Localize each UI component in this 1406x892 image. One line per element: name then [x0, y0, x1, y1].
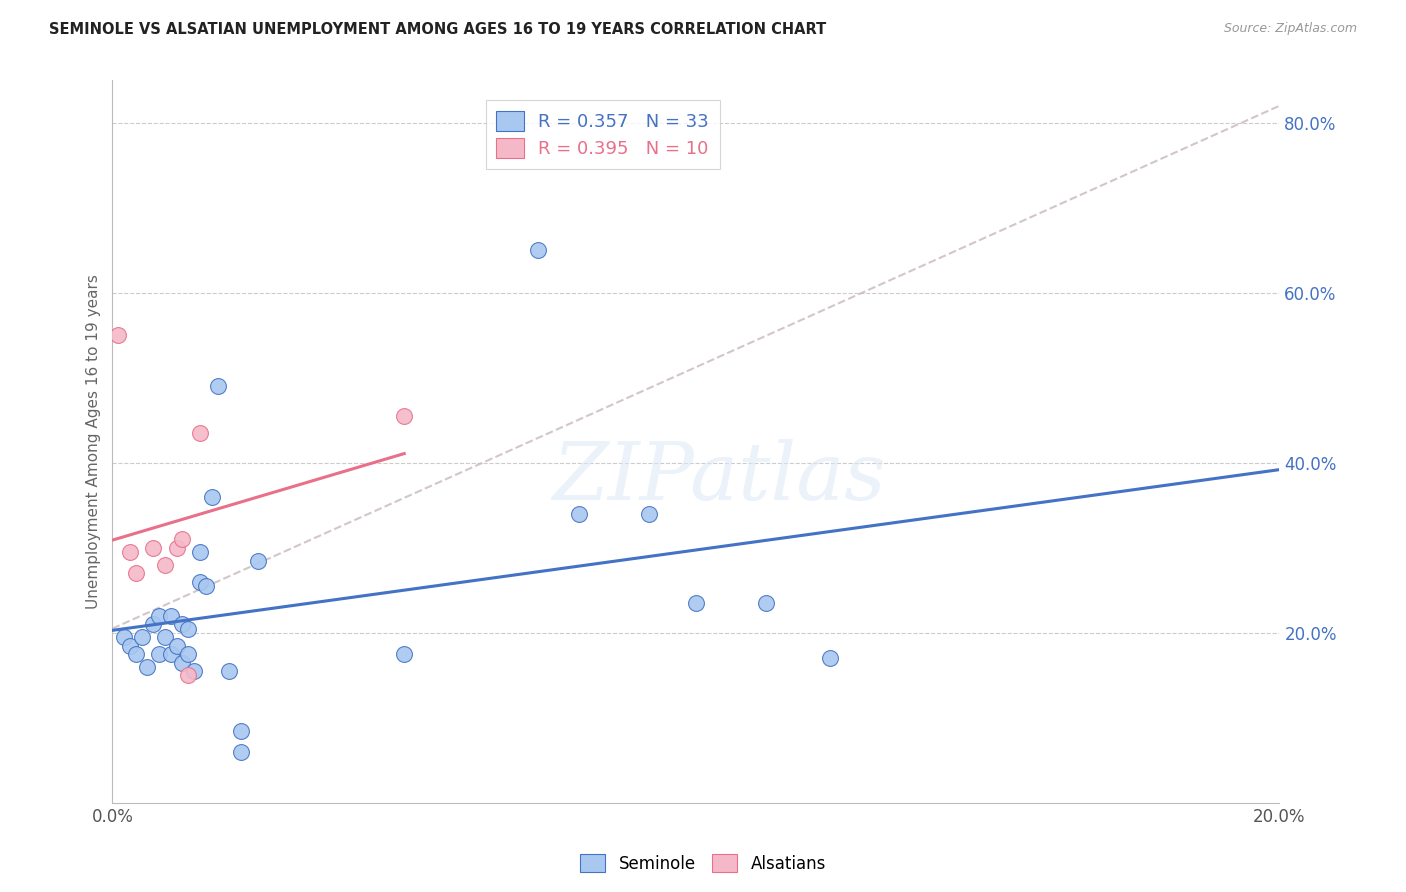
Point	[148, 608, 170, 623]
Point	[394, 409, 416, 423]
Point	[142, 541, 165, 555]
Point	[229, 745, 252, 759]
Point	[188, 545, 211, 559]
Point	[188, 425, 211, 440]
Point	[172, 533, 194, 547]
Point	[755, 596, 778, 610]
Point	[153, 630, 176, 644]
Point	[818, 651, 841, 665]
Point	[218, 664, 240, 678]
Point	[201, 490, 224, 504]
Legend: R = 0.357   N = 33, R = 0.395   N = 10: R = 0.357 N = 33, R = 0.395 N = 10	[485, 100, 720, 169]
Point	[125, 566, 148, 581]
Point	[148, 647, 170, 661]
Point	[153, 558, 176, 572]
Point	[177, 647, 200, 661]
Point	[188, 574, 211, 589]
Point	[638, 507, 661, 521]
Point	[172, 656, 194, 670]
Point	[166, 639, 188, 653]
Point	[229, 723, 252, 738]
Point	[247, 553, 270, 567]
Point	[568, 507, 591, 521]
Point	[527, 244, 550, 258]
Point	[118, 545, 141, 559]
Point	[160, 608, 183, 623]
Point	[142, 617, 165, 632]
Point	[394, 647, 416, 661]
Point	[160, 647, 183, 661]
Text: ZIPatlas: ZIPatlas	[553, 439, 886, 516]
Point	[172, 617, 194, 632]
Point	[207, 379, 229, 393]
Point	[136, 660, 159, 674]
Point	[125, 647, 148, 661]
Point	[107, 328, 129, 343]
Point	[112, 630, 135, 644]
Legend: Seminole, Alsatians: Seminole, Alsatians	[574, 847, 832, 880]
Text: SEMINOLE VS ALSATIAN UNEMPLOYMENT AMONG AGES 16 TO 19 YEARS CORRELATION CHART: SEMINOLE VS ALSATIAN UNEMPLOYMENT AMONG …	[49, 22, 827, 37]
Y-axis label: Unemployment Among Ages 16 to 19 years: Unemployment Among Ages 16 to 19 years	[86, 274, 101, 609]
Point	[177, 668, 200, 682]
Point	[166, 541, 188, 555]
Point	[183, 664, 205, 678]
Point	[131, 630, 153, 644]
Point	[194, 579, 217, 593]
Point	[118, 639, 141, 653]
Point	[685, 596, 707, 610]
Text: Source: ZipAtlas.com: Source: ZipAtlas.com	[1223, 22, 1357, 36]
Point	[177, 622, 200, 636]
